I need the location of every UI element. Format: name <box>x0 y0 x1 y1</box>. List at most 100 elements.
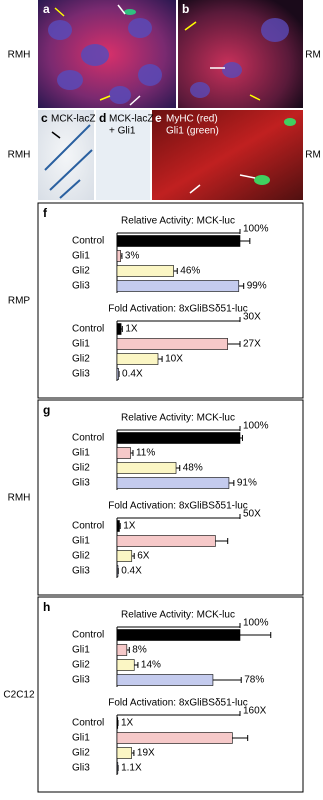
page: {"panels": [ {"letter": "a"}, {"letter":… <box>0 0 323 800</box>
value-label: 27X <box>243 339 261 350</box>
panel-caption: MCK-lacZ <box>51 114 95 125</box>
bar <box>117 660 134 671</box>
panel-letter: f <box>43 206 48 220</box>
category-label: Gli2 <box>72 748 90 759</box>
category-label: Gli2 <box>72 463 90 474</box>
panel-letter: a <box>43 2 50 16</box>
value-label: 11% <box>136 448 155 459</box>
panel-caption: MCK-lacZ <box>109 114 153 125</box>
value-label: 99% <box>247 281 267 292</box>
value-label: 1X <box>125 324 138 335</box>
row-label: RMH <box>8 493 31 504</box>
chart-title: Fold Activation: 8xGliBSδ51-luc <box>108 501 248 512</box>
bar <box>117 478 229 489</box>
category-label: Gli3 <box>72 763 90 774</box>
category-label: Control <box>72 718 104 729</box>
category-label: Gli3 <box>72 566 90 577</box>
error-bar <box>132 553 134 559</box>
bar <box>117 339 228 350</box>
category-label: Control <box>72 630 104 641</box>
x-tick-label: 100% <box>243 618 269 629</box>
error-bar <box>131 450 133 456</box>
value-label: 3% <box>125 251 140 262</box>
bar <box>117 324 121 335</box>
category-label: Gli1 <box>72 339 90 350</box>
row-label: RMP <box>8 296 31 307</box>
category-label: Control <box>72 236 104 247</box>
bar <box>117 369 119 380</box>
error-bar <box>213 677 241 683</box>
value-label: 0.4X <box>121 566 142 577</box>
value-label: 19X <box>137 748 155 759</box>
row-label: RMH <box>8 50 31 61</box>
row-label: RM <box>305 50 321 61</box>
error-bar <box>229 480 234 486</box>
error-bar <box>127 647 129 653</box>
bar <box>117 448 131 459</box>
bar <box>117 266 174 277</box>
chart-title: Relative Activity: MCK-luc <box>121 610 235 621</box>
bar <box>117 675 213 686</box>
category-label: Gli1 <box>72 733 90 744</box>
category-label: Gli2 <box>72 551 90 562</box>
panel-letter: d <box>99 111 106 125</box>
error-bar <box>134 662 138 668</box>
category-label: Gli1 <box>72 448 90 459</box>
bar <box>117 521 119 532</box>
bar <box>117 463 176 474</box>
value-label: 91% <box>237 478 257 489</box>
value-label: 48% <box>183 463 203 474</box>
gli1-signal <box>124 9 136 15</box>
error-bar <box>132 750 134 756</box>
value-label: 1X <box>121 718 134 729</box>
panel-letter: e <box>155 111 162 125</box>
value-label: 1X <box>123 521 136 532</box>
category-label: Gli2 <box>72 266 90 277</box>
panel-caption: Gli1 (green) <box>166 126 219 137</box>
figure: a b c MCK-lacZ d MCK-lacZ + Gli1 e MyHC … <box>0 0 323 800</box>
bar <box>117 354 158 365</box>
error-bar <box>158 356 162 362</box>
bar <box>117 630 240 641</box>
value-label: 78% <box>244 675 264 686</box>
error-bar <box>228 341 240 347</box>
panel-letter: g <box>43 403 50 417</box>
row-label: RM <box>305 150 321 161</box>
x-tick-label: 30X <box>243 312 261 323</box>
value-label: 6X <box>137 551 150 562</box>
category-label: Gli3 <box>72 675 90 686</box>
category-label: Control <box>72 521 104 532</box>
chart-title: Relative Activity: MCK-luc <box>121 216 235 227</box>
panel-caption: + Gli1 <box>109 126 136 137</box>
x-tick-label: 50X <box>243 509 261 520</box>
value-label: 1.1X <box>121 763 142 774</box>
error-bar <box>240 238 250 244</box>
error-bar <box>174 268 178 274</box>
error-bar <box>232 735 247 741</box>
panel-caption: MyHC (red) <box>166 114 218 125</box>
bar <box>117 236 240 247</box>
category-label: Gli3 <box>72 369 90 380</box>
category-label: Gli3 <box>72 281 90 292</box>
bar <box>117 251 121 262</box>
panel-letter: c <box>41 111 48 125</box>
error-bar <box>215 538 227 544</box>
bar <box>117 645 127 656</box>
category-label: Control <box>72 324 104 335</box>
chart-title: Relative Activity: MCK-luc <box>121 413 235 424</box>
chart-title: Fold Activation: 8xGliBSδ51-luc <box>108 304 248 315</box>
bar <box>117 748 132 759</box>
x-tick-label: 100% <box>243 224 269 235</box>
bar <box>117 433 240 444</box>
bar <box>117 536 215 547</box>
bar <box>117 551 132 562</box>
error-bar <box>239 283 244 289</box>
panel-letter: h <box>43 600 50 614</box>
value-label: 8% <box>132 645 147 656</box>
bar <box>117 733 232 744</box>
row-label: RMH <box>8 150 31 161</box>
category-label: Gli1 <box>72 536 90 547</box>
category-label: Gli2 <box>72 354 90 365</box>
category-label: Gli2 <box>72 660 90 671</box>
category-label: Gli1 <box>72 251 90 262</box>
